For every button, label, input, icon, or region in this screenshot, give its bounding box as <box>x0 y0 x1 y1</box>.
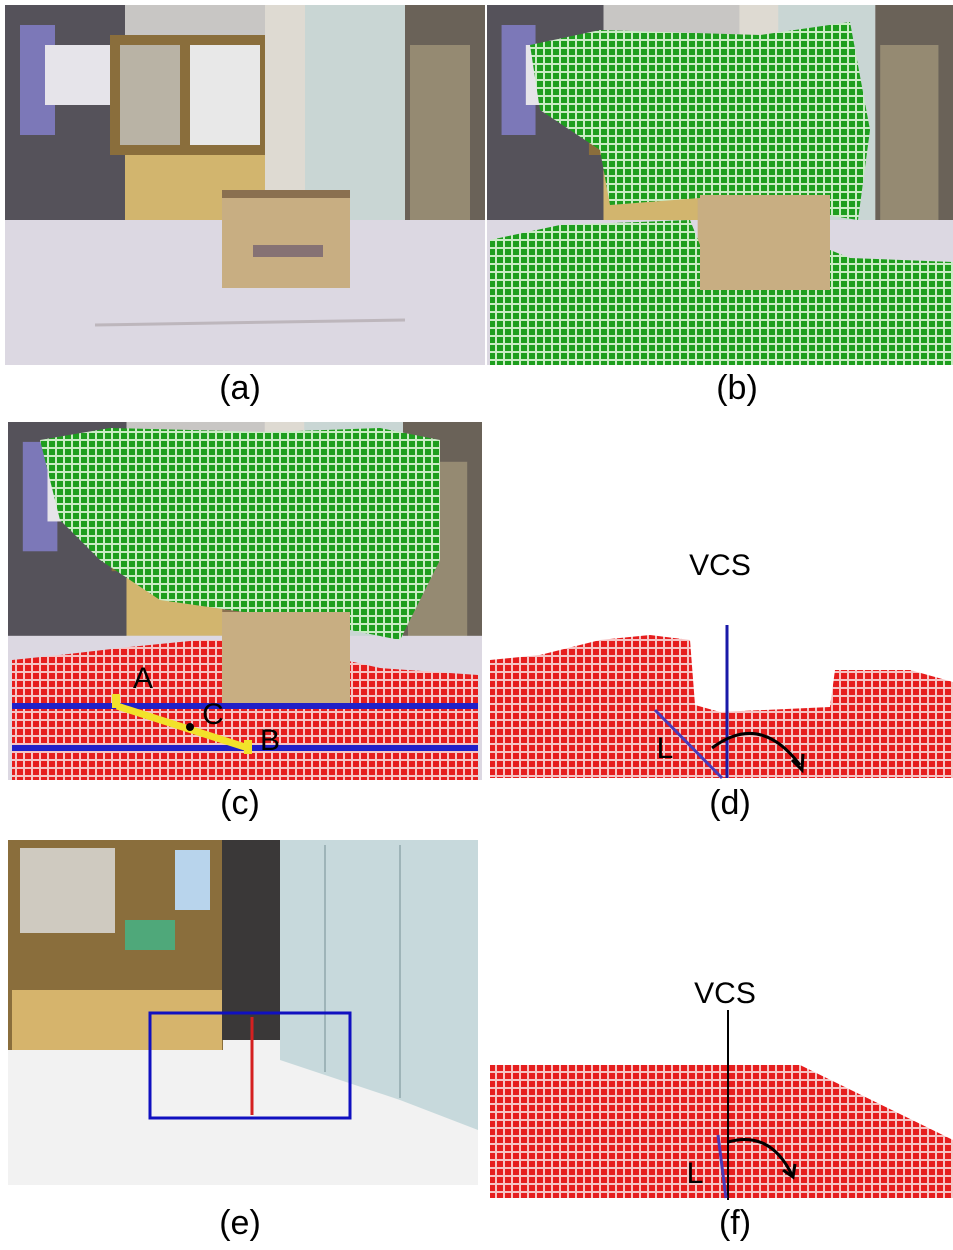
marker <box>244 740 252 754</box>
midpoint <box>186 723 194 731</box>
line-label: L <box>687 1157 704 1190</box>
floor-map <box>490 635 953 778</box>
photo <box>5 5 485 365</box>
axis-label: VCS <box>694 977 756 1010</box>
line-label: L <box>657 732 674 765</box>
panel-label: (e) <box>219 1204 261 1242</box>
panel-label: (b) <box>716 369 758 407</box>
marker <box>112 694 120 708</box>
panel-label: (c) <box>220 784 260 822</box>
panel-label: (a) <box>219 369 261 407</box>
floor-map <box>490 1065 953 1198</box>
panel-label: (f) <box>719 1204 751 1242</box>
water-bottle <box>175 850 210 910</box>
cabinet-glass <box>20 848 115 933</box>
wall <box>222 840 282 1040</box>
axis-label: VCS <box>689 549 751 582</box>
point-label: C <box>202 698 224 731</box>
panel-label: (d) <box>709 784 751 822</box>
box <box>125 920 175 950</box>
cabinet-door <box>12 990 222 1050</box>
point-label: B <box>260 724 280 757</box>
page: {"panels": [ {"label": "(a)"}, {"label":… <box>0 0 953 1250</box>
box <box>700 195 830 290</box>
point-label: A <box>133 662 153 695</box>
figure: (a) (b) A C B (c) VCS L (d) (e) VCS L (f… <box>0 0 953 1250</box>
box <box>222 612 350 707</box>
